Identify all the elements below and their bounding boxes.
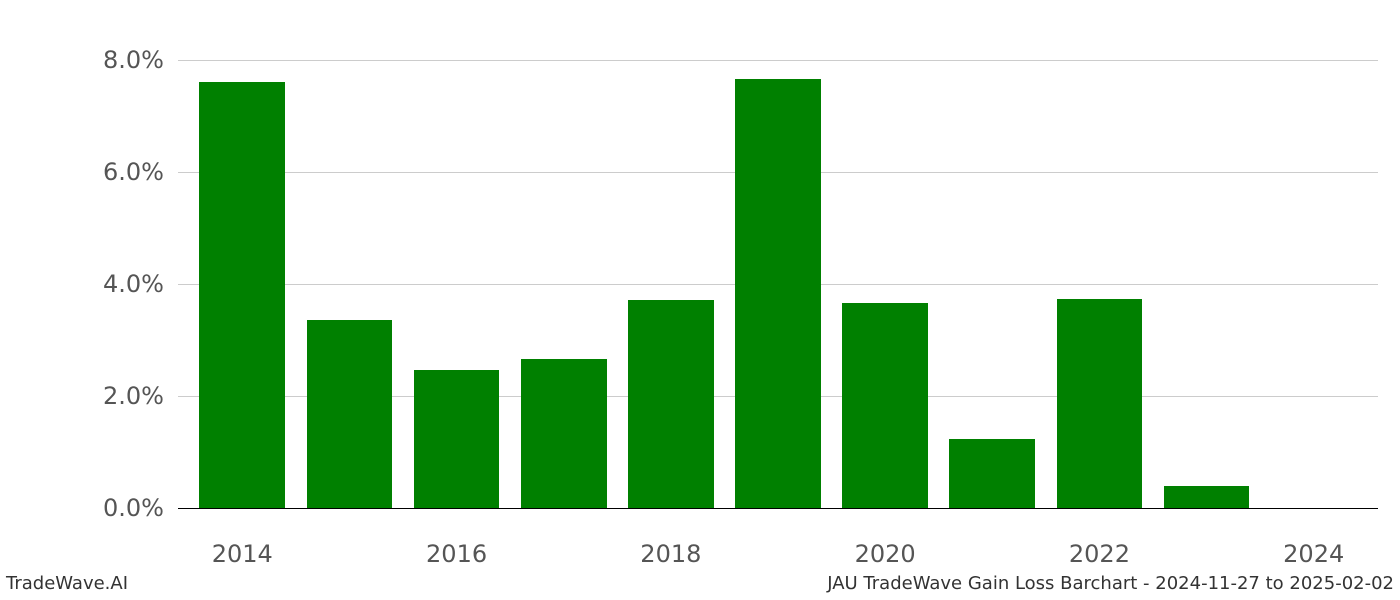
y-tick-label: 2.0% xyxy=(103,382,178,410)
x-tick-label: 2020 xyxy=(855,530,916,568)
footer-right-text: JAU TradeWave Gain Loss Barchart - 2024-… xyxy=(827,573,1394,594)
footer-left-text: TradeWave.AI xyxy=(6,573,128,594)
x-tick-label: 2024 xyxy=(1283,530,1344,568)
x-tick-label: 2022 xyxy=(1069,530,1130,568)
x-tick-label: 2018 xyxy=(640,530,701,568)
bar xyxy=(1057,299,1143,508)
y-tick-label: 0.0% xyxy=(103,494,178,522)
plot-area: 0.0%2.0%4.0%6.0%8.0%20142016201820202022… xyxy=(178,40,1378,530)
y-tick-label: 6.0% xyxy=(103,158,178,186)
bar xyxy=(414,370,500,507)
bar xyxy=(521,359,607,507)
bar xyxy=(1164,486,1250,507)
bar xyxy=(949,439,1035,508)
y-tick-label: 4.0% xyxy=(103,270,178,298)
chart-canvas: 0.0% 2.0% 4.0% 6.0% 8.0% 2014 2016 2018 2020 2022… xyxy=(0,0,1400,600)
gridline xyxy=(178,508,1378,509)
x-tick-label: 2016 xyxy=(426,530,487,568)
gridline xyxy=(178,60,1378,61)
y-tick-label: 8.0% xyxy=(103,46,178,74)
bar xyxy=(628,300,714,507)
bar xyxy=(199,82,285,508)
bar xyxy=(735,79,821,507)
bar xyxy=(307,320,393,508)
bar xyxy=(842,303,928,507)
x-tick-label: 2014 xyxy=(212,530,273,568)
